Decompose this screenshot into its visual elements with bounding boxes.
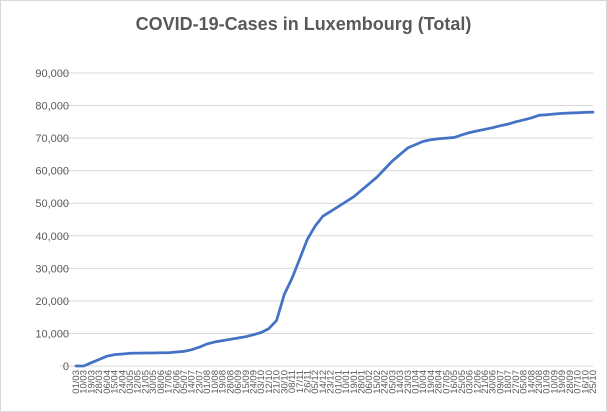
- x-tick-label: 06/09: [233, 370, 244, 394]
- x-tick-label: 28/09: [565, 370, 576, 394]
- x-tick-label: 01/09: [542, 370, 553, 394]
- x-tick-label: 10/08: [210, 370, 221, 394]
- x-tick-label: 10/09: [549, 370, 560, 394]
- x-tick-label: 21/05: [140, 370, 151, 394]
- x-tick-label: 08/06: [156, 370, 167, 394]
- x-tick-label: 19/09: [557, 370, 568, 394]
- x-tick-label: 24/04: [117, 370, 128, 394]
- x-tick-label: 28/08: [225, 370, 236, 394]
- x-tick-label: 24/09: [248, 370, 259, 394]
- x-tick-label: 23/08: [534, 370, 545, 394]
- series-line-total-cases: [74, 110, 595, 368]
- x-tick-label: 10/03: [79, 370, 90, 394]
- x-tick-label: 05/07: [179, 370, 190, 394]
- x-tick-label: 19/04: [426, 370, 437, 394]
- y-tick-label: 60,000: [35, 166, 69, 178]
- y-tick-label: 90,000: [35, 68, 69, 80]
- x-tick-label: 09/07: [495, 370, 506, 394]
- x-tick-label: 23/12: [326, 370, 337, 394]
- x-tick-label: 03/10: [256, 370, 267, 394]
- x-tick-label: 19/08: [218, 370, 229, 394]
- x-tick-label: 26/06: [171, 370, 182, 394]
- x-tick-label: 28/01: [357, 370, 368, 394]
- x-tick-label: 08/11: [287, 370, 298, 393]
- x-tick-label: 01/08: [202, 370, 213, 394]
- x-tick-label: 07/05: [441, 370, 452, 394]
- x-tick-label: 05/03: [387, 370, 398, 394]
- x-tick-label: 12/06: [472, 370, 483, 394]
- x-tick-label: 27/07: [511, 370, 522, 394]
- x-tick-label: 25/10: [588, 370, 599, 394]
- y-tick-label: 20,000: [35, 296, 69, 308]
- x-tick-label: 23/03: [403, 370, 414, 394]
- x-tick-label: 01/04: [411, 370, 422, 394]
- x-tick-label: 14/08: [526, 370, 537, 394]
- x-tick-label: 24/02: [380, 370, 391, 394]
- x-tick-label: 05/12: [310, 370, 321, 394]
- x-tick-label: 15/09: [241, 370, 252, 394]
- x-tick-label: 05/08: [519, 370, 530, 394]
- x-tick-label: 19/01: [349, 370, 360, 394]
- x-tick-label: 12/10: [264, 370, 275, 394]
- y-tick-label: 30,000: [35, 263, 69, 275]
- x-tick-label: 30/06: [488, 370, 499, 394]
- x-tick-label: 28/03: [94, 370, 105, 394]
- x-tick-label: 17/06: [164, 370, 175, 394]
- x-tick-label: 28/04: [434, 370, 445, 394]
- x-tick-label: 30/05: [148, 370, 159, 394]
- x-tick-label: 01/03: [71, 370, 82, 394]
- x-tick-label: 17/11: [295, 370, 306, 393]
- series-layer: [74, 110, 595, 368]
- gridlines: [59, 72, 593, 367]
- x-tick-label: 10/04: [418, 370, 429, 394]
- x-tick-label: 03/05: [125, 370, 136, 394]
- y-tick-label: 80,000: [35, 101, 69, 113]
- y-tick-label: 70,000: [35, 133, 69, 145]
- x-tick-label: 12/05: [133, 370, 144, 394]
- y-tick-label: 10,000: [35, 328, 69, 340]
- x-tick-label: 18/07: [503, 370, 514, 394]
- y-axis-ticks: 0 10,000 20,000 30,000 40,000 50,000 60,000 70,…: [35, 68, 69, 373]
- x-axis-ticks: 01/0310/0319/0328/0306/0415/0424/0403/05…: [71, 370, 599, 394]
- x-tick-label: 21/10: [272, 370, 283, 394]
- x-tick-label: 10/01: [341, 370, 352, 394]
- x-tick-label: 06/04: [102, 370, 113, 394]
- x-tick-label: 15/02: [372, 370, 383, 394]
- x-tick-label: 21/06: [480, 370, 491, 394]
- x-tick-label: 23/07: [194, 370, 205, 394]
- x-tick-label: 07/10: [573, 370, 584, 394]
- x-tick-label: 30/10: [279, 370, 290, 394]
- x-tick-label: 14/12: [318, 370, 329, 394]
- x-tick-label: 06/02: [364, 370, 375, 394]
- x-tick-label: 26/11: [302, 370, 313, 393]
- x-tick-label: 16/10: [580, 370, 591, 394]
- x-tick-label: 01/01: [333, 370, 344, 394]
- y-tick-label: 40,000: [35, 231, 69, 243]
- x-tick-label: 15/04: [110, 370, 121, 394]
- x-tick-label: 19/03: [86, 370, 97, 394]
- x-tick-label: 16/05: [449, 370, 460, 394]
- y-tick-label: 0: [63, 361, 69, 373]
- x-tick-label: 14/07: [187, 370, 198, 394]
- x-tick-label: 03/06: [465, 370, 476, 394]
- x-tick-label: 14/03: [395, 370, 406, 394]
- chart-title: COVID-19-Cases in Luxembourg (Total): [135, 14, 472, 34]
- y-tick-label: 50,000: [35, 198, 69, 210]
- x-tick-label: 25/05: [457, 370, 468, 394]
